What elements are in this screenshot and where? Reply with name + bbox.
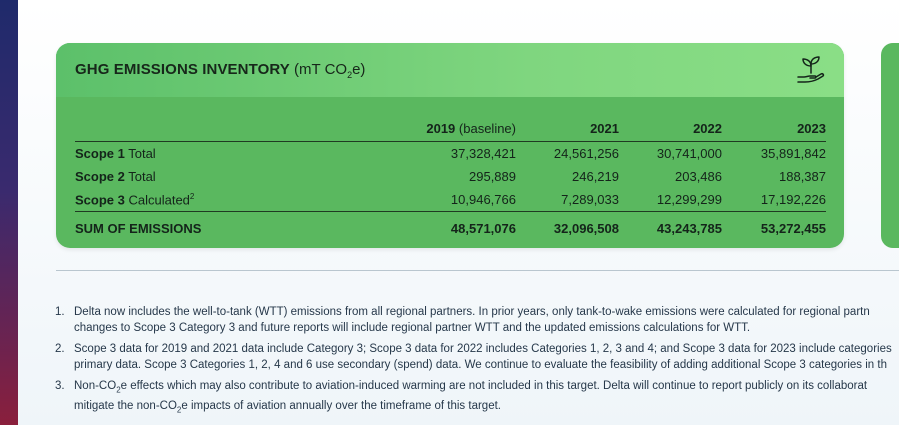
footnote-number: 2.: [55, 343, 65, 355]
emissions-inventory-card: GHG EMISSIONS INVENTORY (mT CO2e): [56, 43, 844, 248]
footnote-number: 3.: [55, 380, 65, 392]
card-title-text: GHG EMISSIONS INVENTORY: [75, 61, 290, 78]
report-page: GHG EMISSIONS INVENTORY (mT CO2e): [18, 0, 899, 425]
sum-cell: 53,272,455: [760, 220, 826, 236]
card-title: GHG EMISSIONS INVENTORY (mT CO2e): [75, 61, 365, 80]
side-color-strip: [0, 0, 18, 425]
table-row: Scope 3 Calculated2 10,946,766 7,289,033…: [75, 188, 826, 212]
footnote-line: changes to Scope 3 Category 3 and future…: [74, 322, 751, 334]
table-cell: 37,328,421: [450, 146, 516, 161]
header-2021: 2021: [516, 111, 619, 142]
card-header: GHG EMISSIONS INVENTORY (mT CO2e): [56, 43, 844, 97]
header-empty: [75, 111, 335, 142]
sum-cell: 48,571,076: [450, 220, 516, 236]
header-2023: 2023: [722, 111, 826, 142]
footnote-line: Non-CO2e effects which may also contribu…: [74, 380, 868, 395]
header-2022: 2022: [619, 111, 722, 142]
footnote-1: 1. Delta now includes the well-to-tank (…: [55, 304, 899, 336]
footnote-marker: 2: [189, 191, 195, 201]
table-cell: 24,561,256: [553, 146, 619, 161]
row-label-scope-2: Scope 2 Total: [75, 169, 156, 184]
row-label-scope-3: Scope 3 Calculated2: [75, 188, 335, 212]
sum-cell: 43,243,785: [656, 220, 722, 236]
table-cell: 12,299,299: [619, 188, 722, 212]
footnote-line: Scope 3 data for 2019 and 2021 data incl…: [74, 343, 892, 355]
footnote-divider: [56, 270, 899, 271]
footnote-3: 3. Non-CO2e effects which may also contr…: [55, 378, 899, 419]
row-label-scope-1: Scope 1 Total: [75, 146, 156, 161]
table-cell: 295,889: [469, 169, 516, 184]
footnote-line: Delta now includes the well-to-tank (WTT…: [74, 306, 870, 318]
table-cell: 10,946,766: [335, 188, 516, 212]
table-row: Scope 2 Total 295,889 246,219 203,486 18…: [75, 165, 826, 188]
footnotes: 1. Delta now includes the well-to-tank (…: [55, 304, 899, 424]
footnote-2: 2. Scope 3 data for 2019 and 2021 data i…: [55, 341, 899, 373]
table-row: Scope 1 Total 37,328,421 24,561,256 30,7…: [75, 142, 826, 166]
table-cell: 7,289,033: [516, 188, 619, 212]
table-cell: 203,486: [675, 169, 722, 184]
plant-in-hand-icon: [797, 56, 825, 83]
footnote-line: mitigate the non-CO2e impacts of aviatio…: [74, 400, 501, 415]
emissions-table: 2019 (baseline) 2021 2022 2023 Scope 1 T…: [75, 111, 826, 242]
next-card-edge: [881, 43, 899, 248]
header-2019: 2019 (baseline): [335, 111, 516, 142]
sum-row: SUM OF EMISSIONS 48,571,076 32,096,508 4…: [75, 212, 826, 243]
sum-label: SUM OF EMISSIONS: [75, 220, 202, 236]
table-cell: 30,741,000: [656, 146, 722, 161]
sum-cell: 32,096,508: [553, 220, 619, 236]
table-header-row: 2019 (baseline) 2021 2022 2023: [75, 111, 826, 142]
table-cell: 188,387: [779, 169, 826, 184]
footnote-line: primary data. Scope 3 Categories 1, 2, 4…: [74, 359, 887, 371]
table-cell: 35,891,842: [760, 146, 826, 161]
footnote-number: 1.: [55, 306, 65, 318]
table-cell: 246,219: [572, 169, 619, 184]
table-cell: 17,192,226: [722, 188, 826, 212]
card-title-unit: (mT CO2e): [294, 61, 366, 80]
